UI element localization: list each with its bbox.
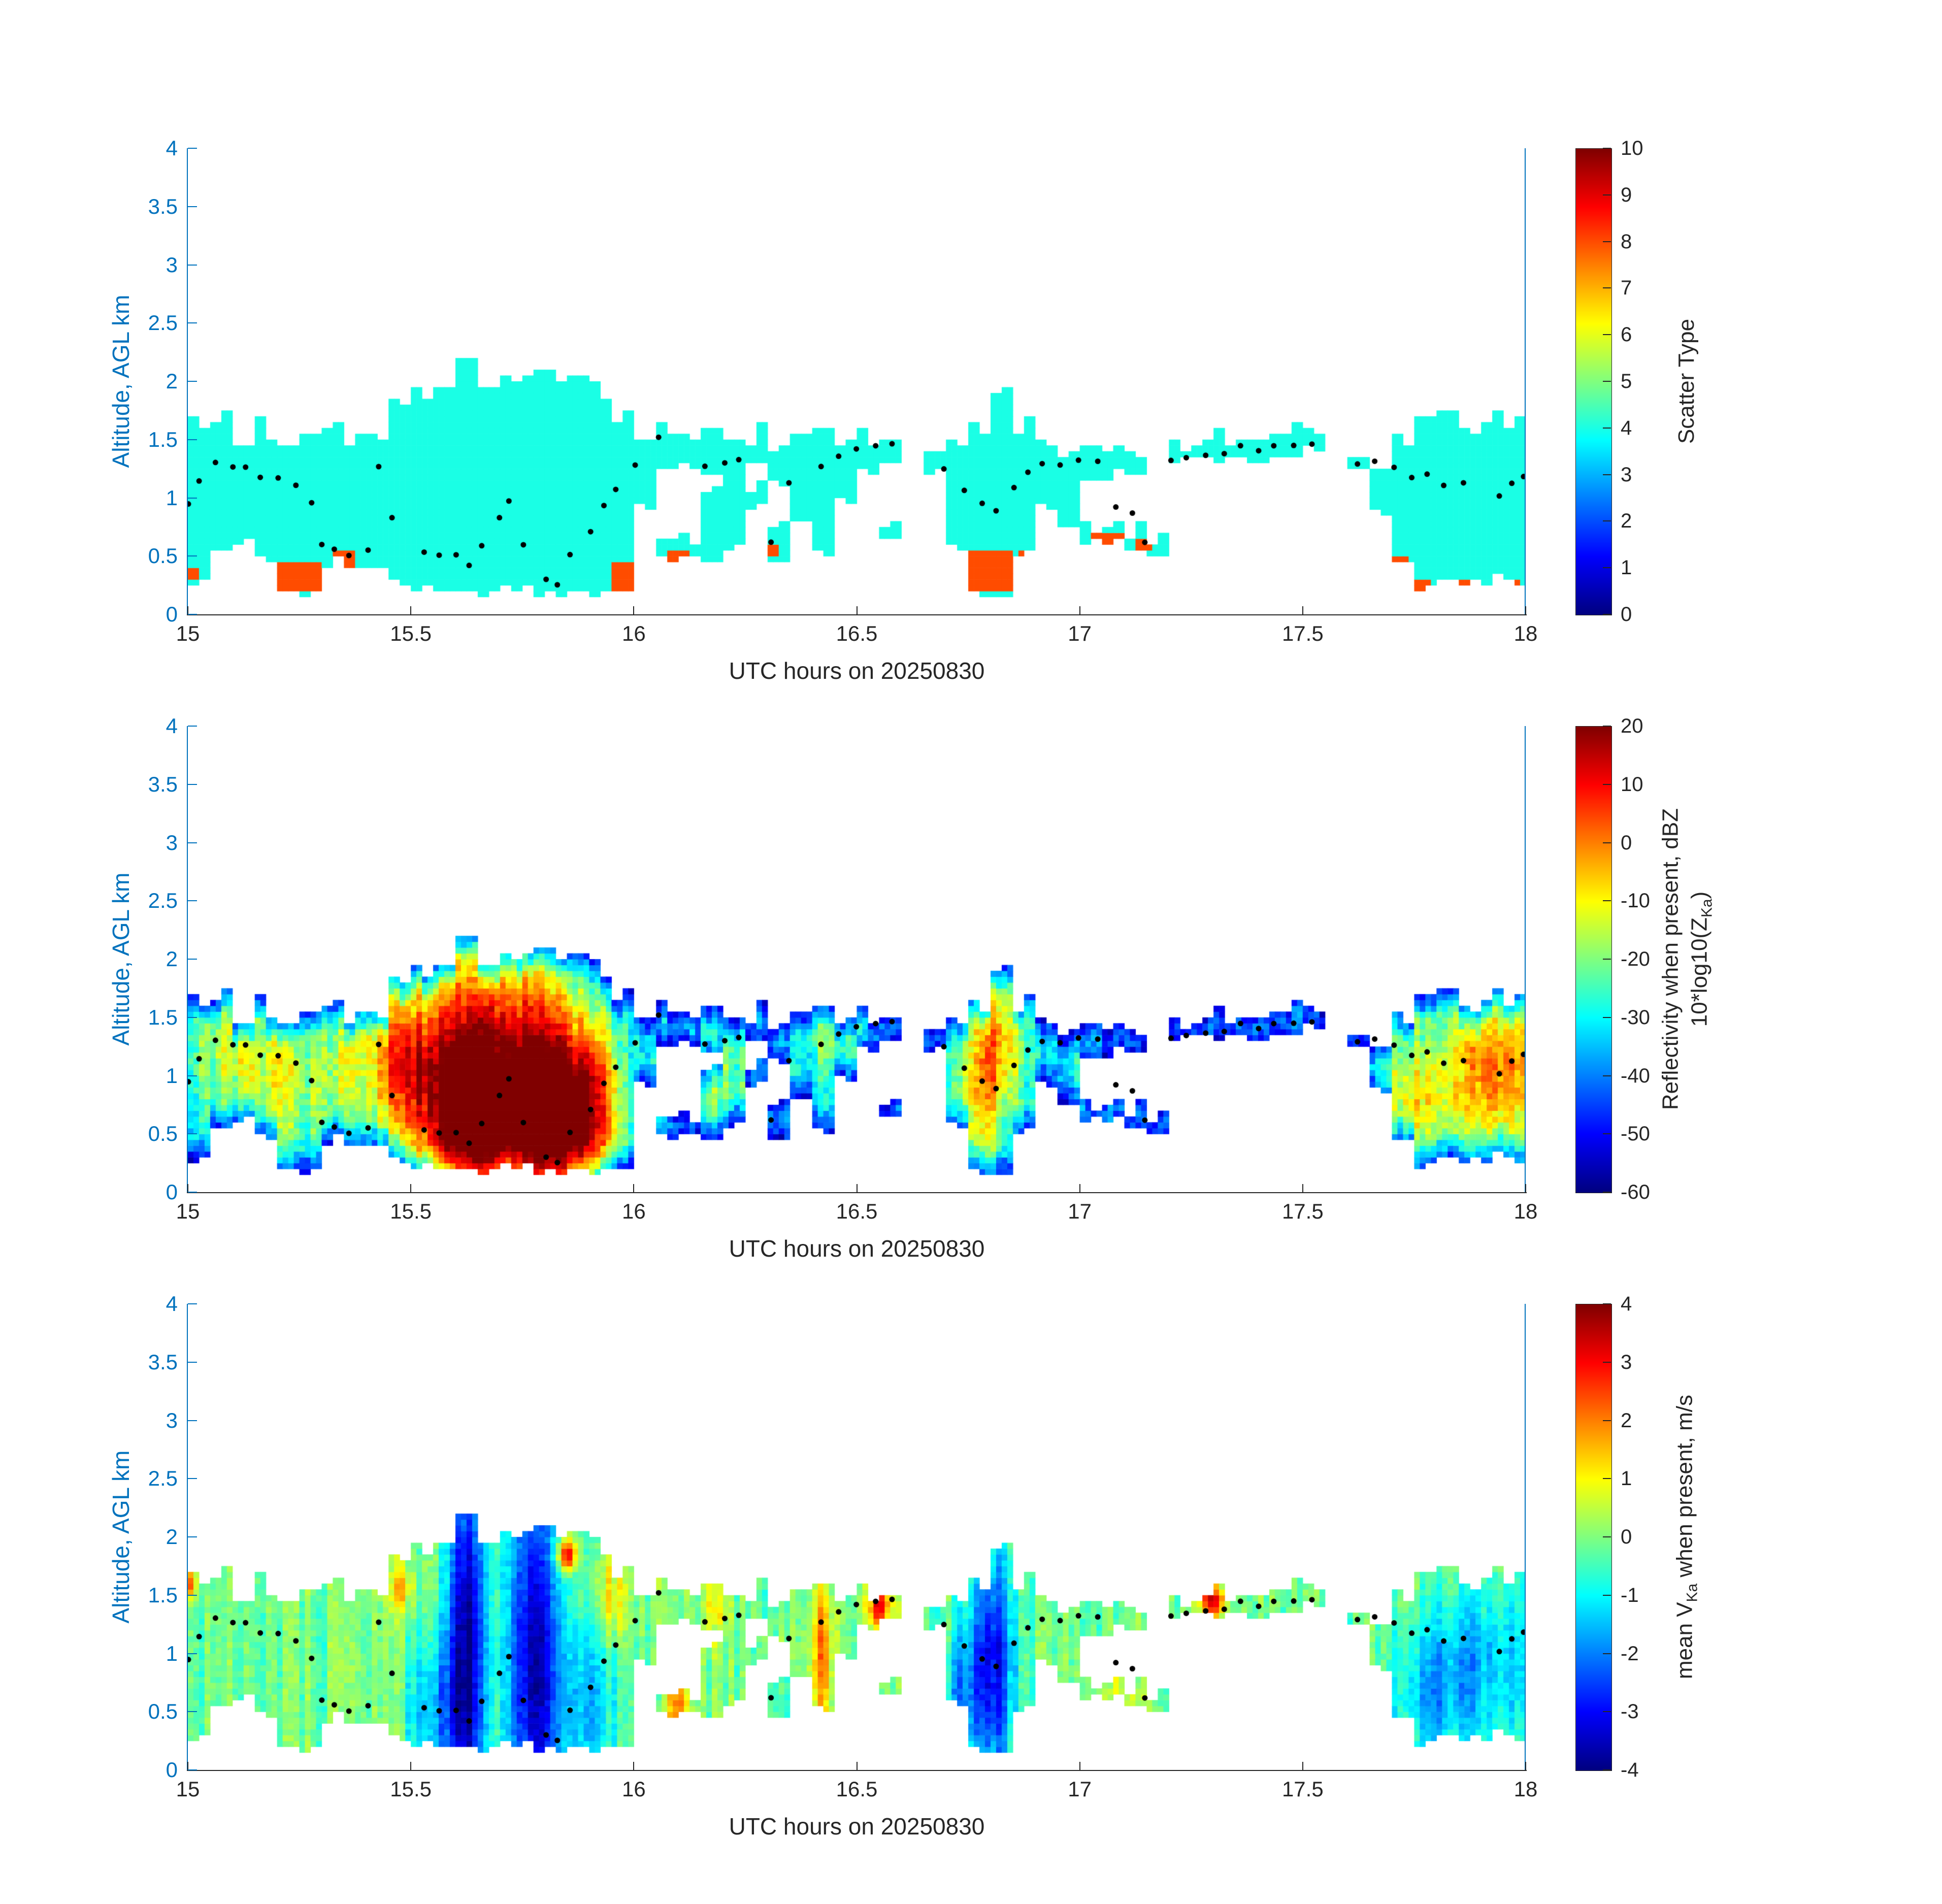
x-tick-label: 18 bbox=[1513, 1777, 1538, 1801]
colorbar-title-line2: 10*log10(ZKa) bbox=[1687, 891, 1716, 1027]
y-axis-label: Altitude, AGL km bbox=[108, 294, 134, 468]
y-axis-line bbox=[187, 1304, 188, 1771]
y-tick-label: 3.5 bbox=[148, 194, 178, 218]
x-tick-label: 15.5 bbox=[390, 621, 432, 645]
x-tick-label: 18 bbox=[1513, 1199, 1538, 1223]
x-axis-label: UTC hours on 20250830 bbox=[729, 1813, 985, 1840]
x-tick-label: 16 bbox=[621, 621, 646, 645]
panel-reflectivity: Altitude, AGL km UTC hours on 20250830 1… bbox=[0, 714, 1942, 1310]
colorbar-title: Reflectivity when present, dBZ 10*log10(… bbox=[1656, 808, 1718, 1110]
colorbar-tick-label: -50 bbox=[1621, 1123, 1650, 1145]
x-tick-label: 15 bbox=[176, 1199, 200, 1223]
x-tick-label: 15 bbox=[176, 621, 200, 645]
x-tick-label: 18 bbox=[1513, 621, 1538, 645]
colorbar-tick-label: 9 bbox=[1621, 183, 1632, 206]
x-axis-line bbox=[187, 1192, 1527, 1193]
colorbar-tick-label: -3 bbox=[1621, 1700, 1639, 1723]
x-tick-label: 16.5 bbox=[836, 1777, 878, 1801]
colorbar-tick-label: 2 bbox=[1621, 510, 1632, 533]
colorbar-tick-label: 1 bbox=[1621, 556, 1632, 579]
y-axis-label: Altitude, AGL km bbox=[108, 1450, 134, 1624]
velocity-heatmap bbox=[188, 1304, 1526, 1770]
colorbar-tick-label: -60 bbox=[1621, 1181, 1650, 1203]
y-tick-label: 3.5 bbox=[148, 1350, 178, 1374]
y-tick-label: 1 bbox=[166, 1063, 178, 1088]
x-tick-label: 17 bbox=[1068, 1199, 1092, 1223]
colorbar-velocity bbox=[1575, 1304, 1612, 1771]
y-tick-label: 0 bbox=[166, 1758, 178, 1782]
y-tick-label: 0.5 bbox=[148, 1122, 178, 1146]
right-axis-line bbox=[1525, 148, 1526, 615]
colorbar-title: mean VKa when present, m/s bbox=[1672, 1395, 1701, 1679]
x-tick-label: 17.5 bbox=[1281, 1199, 1324, 1223]
y-tick-label: 3 bbox=[166, 1408, 178, 1432]
y-tick-label: 4 bbox=[166, 136, 178, 160]
x-tick-label: 15.5 bbox=[390, 1777, 432, 1801]
colorbar-tick-label: 7 bbox=[1621, 277, 1632, 300]
panel-scatter-type: Altitude, AGL km UTC hours on 20250830 1… bbox=[0, 136, 1942, 732]
colorbar-tick-label: -4 bbox=[1621, 1759, 1639, 1781]
x-tick-label: 16.5 bbox=[836, 1199, 878, 1223]
y-axis-line bbox=[187, 726, 188, 1193]
y-tick-label: 1 bbox=[166, 1641, 178, 1665]
x-axis-line bbox=[187, 614, 1527, 615]
colorbar-title: Scatter Type bbox=[1674, 318, 1699, 444]
colorbar-tick-label: 10 bbox=[1621, 137, 1643, 159]
scatter-type-heatmap bbox=[188, 148, 1526, 614]
x-tick-label: 17 bbox=[1068, 1777, 1092, 1801]
x-tick-label: 15.5 bbox=[390, 1199, 432, 1223]
right-axis-line bbox=[1525, 1304, 1526, 1771]
panel-velocity: Altitude, AGL km UTC hours on 20250830 1… bbox=[0, 1292, 1942, 1888]
colorbar-tick-label: 3 bbox=[1621, 463, 1632, 486]
x-tick-label: 15 bbox=[176, 1777, 200, 1801]
x-axis-line bbox=[187, 1770, 1527, 1771]
colorbar-tick-label: 0 bbox=[1621, 603, 1632, 626]
colorbar-scatter-type bbox=[1575, 148, 1612, 615]
right-axis-line bbox=[1525, 726, 1526, 1193]
y-tick-label: 0.5 bbox=[148, 1699, 178, 1724]
colorbar-title-line1: Reflectivity when present, dBZ bbox=[1658, 808, 1683, 1110]
y-tick-label: 3.5 bbox=[148, 772, 178, 796]
y-tick-label: 0 bbox=[166, 1180, 178, 1204]
x-tick-label: 16.5 bbox=[836, 621, 878, 645]
reflectivity-heatmap bbox=[188, 726, 1526, 1192]
y-tick-label: 1 bbox=[166, 485, 178, 510]
y-tick-label: 3 bbox=[166, 252, 178, 277]
x-tick-label: 17 bbox=[1068, 621, 1092, 645]
x-tick-label: 17.5 bbox=[1281, 1777, 1324, 1801]
colorbar-reflectivity bbox=[1575, 726, 1612, 1193]
x-tick-label: 16 bbox=[621, 1777, 646, 1801]
y-tick-label: 0 bbox=[166, 602, 178, 626]
y-axis-label: Altitude, AGL km bbox=[108, 872, 134, 1046]
y-tick-label: 0.5 bbox=[148, 544, 178, 568]
y-tick-label: 3 bbox=[166, 830, 178, 855]
colorbar-tick-label: 3 bbox=[1621, 1351, 1632, 1373]
colorbar-tick-label: 10 bbox=[1621, 773, 1643, 796]
y-axis-line bbox=[187, 148, 188, 615]
x-tick-label: 16 bbox=[621, 1199, 646, 1223]
x-tick-label: 17.5 bbox=[1281, 621, 1324, 645]
colorbar-tick-label: 8 bbox=[1621, 230, 1632, 253]
x-axis-label: UTC hours on 20250830 bbox=[729, 658, 985, 684]
x-axis-label: UTC hours on 20250830 bbox=[729, 1235, 985, 1262]
